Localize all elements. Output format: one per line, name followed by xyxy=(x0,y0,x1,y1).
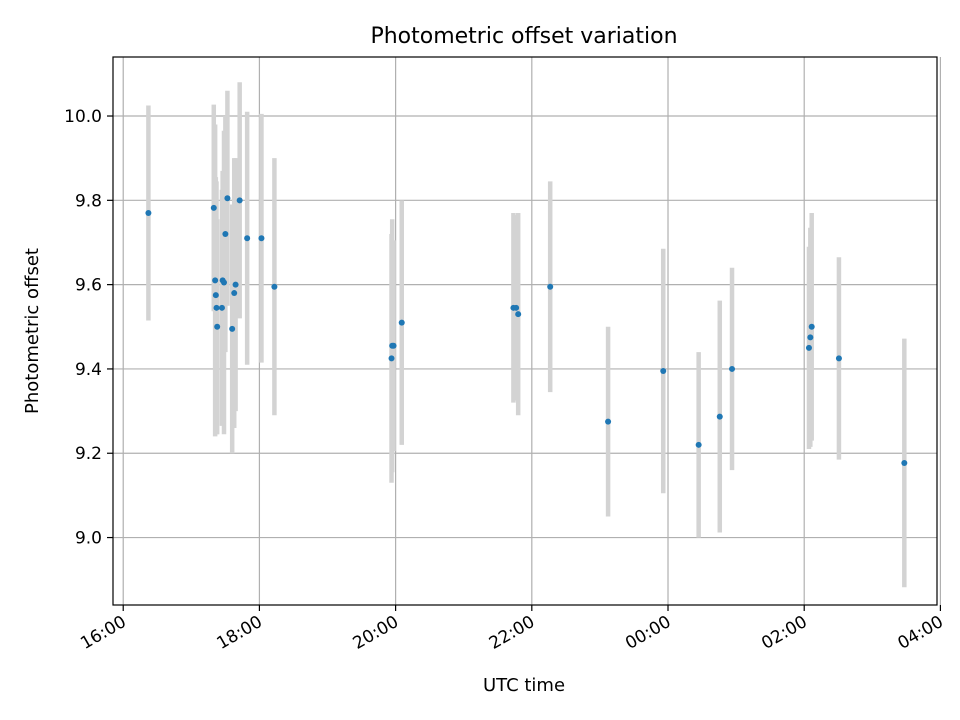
data-point xyxy=(808,323,815,330)
y-axis-ticks: 9.0 9.2 9.4 9.6 9.8 10.0 xyxy=(64,107,113,549)
data-point xyxy=(212,292,219,299)
data-point xyxy=(388,355,395,362)
data-point xyxy=(716,413,723,420)
data-point xyxy=(232,281,239,288)
y-tick-label: 9.4 xyxy=(75,360,102,380)
error-bars xyxy=(146,82,907,588)
data-point xyxy=(210,204,217,211)
data-point xyxy=(145,209,152,216)
y-tick-label: 9.6 xyxy=(75,276,102,296)
y-tick-label: 10.0 xyxy=(64,107,102,127)
data-point xyxy=(236,197,243,204)
data-point xyxy=(218,304,225,311)
data-point xyxy=(213,304,220,311)
data-point xyxy=(224,195,231,202)
x-tick-label: 18:00 xyxy=(213,612,265,654)
data-point xyxy=(805,344,812,351)
data-point xyxy=(547,283,554,290)
x-tick-label: 02:00 xyxy=(758,612,810,654)
x-axis-ticks: 16:00 18:00 20:00 22:00 00:00 02:00 04:00 xyxy=(77,605,947,654)
data-point xyxy=(901,459,908,466)
y-tick-label: 9.2 xyxy=(75,444,102,464)
data-point xyxy=(660,368,667,375)
data-point xyxy=(231,290,238,297)
x-axis-label: UTC time xyxy=(483,675,565,696)
data-point xyxy=(258,235,265,242)
data-point xyxy=(271,283,278,290)
data-points xyxy=(145,195,908,466)
data-point xyxy=(398,319,405,326)
grid-lines xyxy=(113,57,942,605)
data-point xyxy=(605,418,612,425)
data-point xyxy=(515,311,522,318)
data-point xyxy=(221,279,228,286)
x-tick-label: 16:00 xyxy=(77,612,129,654)
data-point xyxy=(222,231,229,238)
x-tick-label: 22:00 xyxy=(486,612,538,654)
y-axis-label: Photometric offset xyxy=(22,248,43,414)
plot-frame xyxy=(112,56,938,606)
data-point xyxy=(390,342,397,349)
data-point xyxy=(729,365,736,372)
x-tick-label: 04:00 xyxy=(894,612,946,654)
data-point xyxy=(229,325,236,332)
data-point xyxy=(695,441,702,448)
data-point xyxy=(212,277,219,284)
data-point xyxy=(807,334,814,341)
x-tick-label: 00:00 xyxy=(622,612,674,654)
data-point xyxy=(835,355,842,362)
x-tick-label: 20:00 xyxy=(350,612,402,654)
data-point xyxy=(244,235,251,242)
data-point xyxy=(214,323,221,330)
chart-title: Photometric offset variation xyxy=(370,24,677,49)
data-point xyxy=(513,304,520,311)
y-tick-label: 9.0 xyxy=(75,529,102,549)
y-tick-label: 9.8 xyxy=(75,191,102,211)
